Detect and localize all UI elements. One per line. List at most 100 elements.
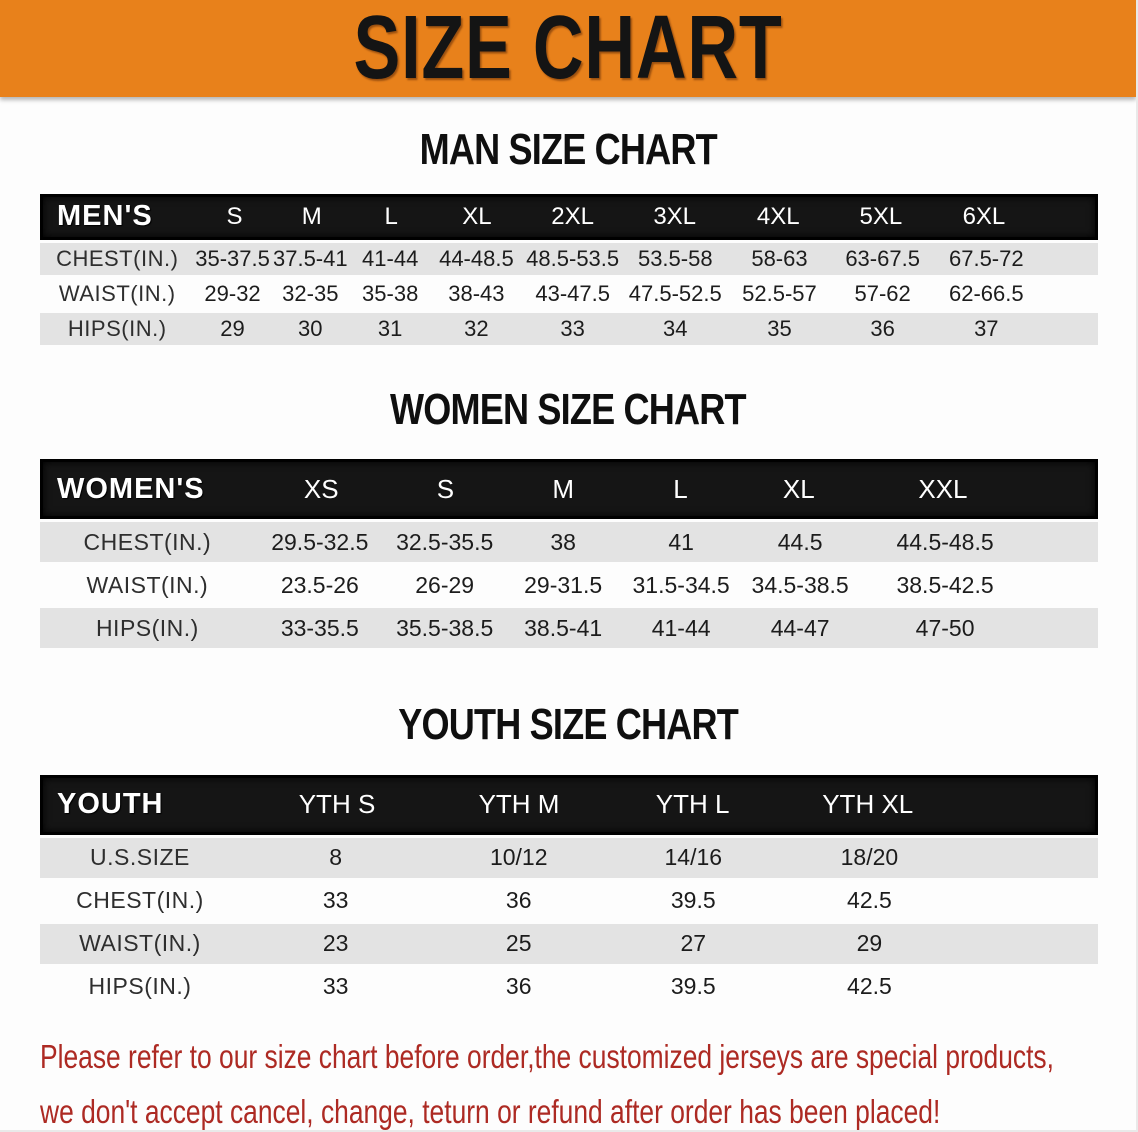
size-value-men-r2-c2: 32-35 [282, 280, 339, 306]
size-value-men-r2-c9: 62-66.5 [948, 280, 1024, 306]
banner-title: SIZE CHART [353, 0, 783, 98]
size-value-youth-r4-c1: 33 [322, 973, 349, 1000]
column-header-men-9: 6XL [962, 202, 1006, 230]
size-value-youth-r1-c2: 10/12 [489, 844, 548, 871]
size-value-men-r3-c8: 36 [870, 315, 895, 341]
section-title-youth: YOUTH SIZE CHART [0, 700, 1136, 751]
column-header-men-8: 5XL [859, 202, 903, 230]
section-title-text-men: MAN SIZE CHART [419, 125, 717, 174]
size-value-women-r3-c4: 41-44 [651, 614, 711, 641]
column-header-men-2: M [301, 202, 322, 230]
size-value-youth-r2-c2: 36 [505, 887, 532, 914]
column-header-women-2: S [436, 473, 455, 504]
column-header-youth-3: YTH L [655, 789, 730, 820]
size-value-women-r1-c5: 44.5 [777, 528, 823, 555]
disclaimer-line-2: we don't accept cancel, change, teturn o… [40, 1088, 1136, 1130]
column-header-women-1: XS [303, 473, 339, 504]
table-row-youth-2: CHEST(IN.) 33 36 39.5 42.5 [40, 880, 1098, 921]
table-row-men-1: CHEST(IN.) 35-37.5 37.5-41 41-44 44-48.5 48.5… [40, 242, 1098, 275]
section-women: WOMEN SIZE CHART WOMEN'S XS S M L XL XXL CHEST(I… [0, 385, 1136, 649]
size-value-youth-r3-c3: 27 [680, 930, 707, 957]
size-value-youth-r1-c3: 14/16 [664, 844, 723, 871]
column-header-men-4: XL [462, 202, 492, 230]
column-header-men-6: 3XL [653, 202, 697, 230]
size-value-men-r3-c1: 29 [220, 315, 245, 341]
section-title-women: WOMEN SIZE CHART [0, 385, 1136, 436]
size-value-women-r1-c4: 41 [668, 528, 694, 555]
size-value-men-r2-c8: 57-62 [854, 280, 911, 306]
table-header-men: MEN'S S M L XL 2XL 3XL 4XL 5XL 6XL [40, 193, 1098, 240]
row-label-men-3: HIPS(IN.) [67, 315, 167, 341]
disclaimer-line-1: Please refer to our size chart before or… [40, 1033, 1136, 1088]
size-value-youth-r2-c4: 42.5 [847, 887, 892, 914]
row-label-men-2: WAIST(IN.) [58, 280, 176, 306]
disclaimer-text-2: we don't accept cancel, change, teturn o… [40, 1092, 941, 1130]
size-value-youth-r4-c3: 39.5 [670, 973, 716, 1000]
size-value-men-r2-c7: 52.5-57 [742, 280, 817, 306]
size-value-youth-r4-c4: 42.5 [847, 973, 892, 1000]
size-value-youth-r4-c2: 36 [505, 973, 532, 1000]
size-table-men: MEN'S S M L XL 2XL 3XL 4XL 5XL 6XL CHEST(IN.) 35-37… [40, 193, 1098, 345]
table-row-women-1: CHEST(IN.) 29.5-32.5 32.5-35.5 38 41 44.5 44.5… [40, 522, 1098, 563]
table-header-label-women: WOMEN'S [57, 472, 205, 505]
row-label-youth-3: WAIST(IN.) [79, 930, 201, 957]
size-value-men-r2-c5: 43-47.5 [535, 280, 610, 306]
size-value-men-r3-c7: 35 [767, 315, 792, 341]
size-value-men-r1-c3: 41-44 [362, 245, 419, 271]
size-value-men-r2-c3: 35-38 [362, 280, 419, 306]
table-row-men-3: HIPS(IN.) 29 30 31 32 33 34 35 36 37 [40, 312, 1098, 345]
table-header-label-youth: YOUTH [57, 788, 164, 821]
disclaimer: Please refer to our size chart before or… [40, 1033, 1136, 1130]
size-value-youth-r3-c1: 23 [322, 930, 349, 957]
size-value-men-r3-c6: 34 [663, 315, 688, 341]
table-header-label-men: MEN'S [57, 200, 153, 233]
size-value-women-r3-c5: 44-47 [770, 614, 830, 641]
size-value-men-r3-c4: 32 [464, 315, 489, 341]
table-header-women: WOMEN'S XS S M L XL XXL [40, 459, 1098, 520]
size-value-youth-r1-c4: 18/20 [840, 844, 899, 871]
column-header-men-1: S [226, 202, 243, 230]
size-value-women-r1-c6: 44.5-48.5 [896, 528, 994, 555]
size-value-women-r2-c3: 29-31.5 [524, 571, 603, 598]
size-value-men-r3-c5: 33 [560, 315, 585, 341]
size-value-men-r2-c6: 47.5-52.5 [628, 280, 722, 306]
table-row-youth-3: WAIST(IN.) 23 25 27 29 [40, 923, 1098, 964]
size-value-men-r1-c1: 35-37.5 [195, 245, 270, 271]
table-row-women-2: WAIST(IN.) 23.5-26 26-29 29-31.5 31.5-34.5 34… [40, 565, 1098, 606]
column-header-men-3: L [384, 202, 398, 230]
row-label-youth-1: U.S.SIZE [90, 844, 190, 871]
size-value-youth-r3-c2: 25 [505, 930, 532, 957]
size-value-men-r1-c2: 37.5-41 [272, 245, 348, 271]
section-title-text-women: WOMEN SIZE CHART [390, 384, 747, 434]
size-value-women-r2-c2: 26-29 [415, 571, 475, 598]
size-value-women-r2-c5: 34.5-38.5 [751, 571, 849, 598]
size-value-men-r1-c8: 63-67.5 [845, 245, 920, 271]
size-value-men-r2-c4: 38-43 [448, 280, 505, 306]
table-row-youth-4: HIPS(IN.) 33 36 39.5 42.5 [40, 966, 1098, 1007]
size-value-youth-r2-c1: 33 [322, 887, 349, 914]
column-header-women-6: XXL [918, 473, 968, 504]
column-header-women-4: L [673, 473, 688, 504]
size-value-women-r1-c1: 29.5-32.5 [271, 528, 369, 555]
size-value-women-r3-c2: 35.5-38.5 [396, 614, 494, 641]
sections-container: MAN SIZE CHART MEN'S S M L XL 2XL 3XL 4XL 5XL 6XL C… [0, 125, 1136, 1007]
size-value-women-r1-c3: 38 [550, 528, 576, 555]
row-label-women-3: HIPS(IN.) [95, 614, 199, 641]
table-row-men-2: WAIST(IN.) 29-32 32-35 35-38 38-43 43-47.5 47.… [40, 277, 1098, 310]
row-label-women-2: WAIST(IN.) [86, 571, 209, 598]
size-value-women-r2-c6: 38.5-42.5 [896, 571, 994, 598]
row-label-women-1: CHEST(IN.) [83, 528, 212, 555]
section-youth: YOUTH SIZE CHART YOUTH YTH S YTH M YTH L YTH … [0, 700, 1136, 1007]
row-label-youth-2: CHEST(IN.) [76, 887, 204, 914]
size-value-women-r3-c1: 33-35.5 [280, 614, 359, 641]
banner: SIZE CHART [0, 0, 1136, 97]
column-header-youth-1: YTH S [298, 789, 376, 820]
table-row-women-3: HIPS(IN.) 33-35.5 35.5-38.5 38.5-41 41-44 44-… [40, 608, 1098, 649]
size-value-women-r3-c6: 47-50 [915, 614, 975, 641]
size-value-women-r1-c2: 32.5-35.5 [396, 528, 494, 555]
table-row-youth-1: U.S.SIZE 8 10/12 14/16 18/20 [40, 837, 1098, 878]
size-value-men-r1-c6: 53.5-58 [637, 245, 713, 271]
column-header-women-5: XL [782, 473, 815, 504]
size-value-women-r2-c1: 23.5-26 [280, 571, 359, 598]
